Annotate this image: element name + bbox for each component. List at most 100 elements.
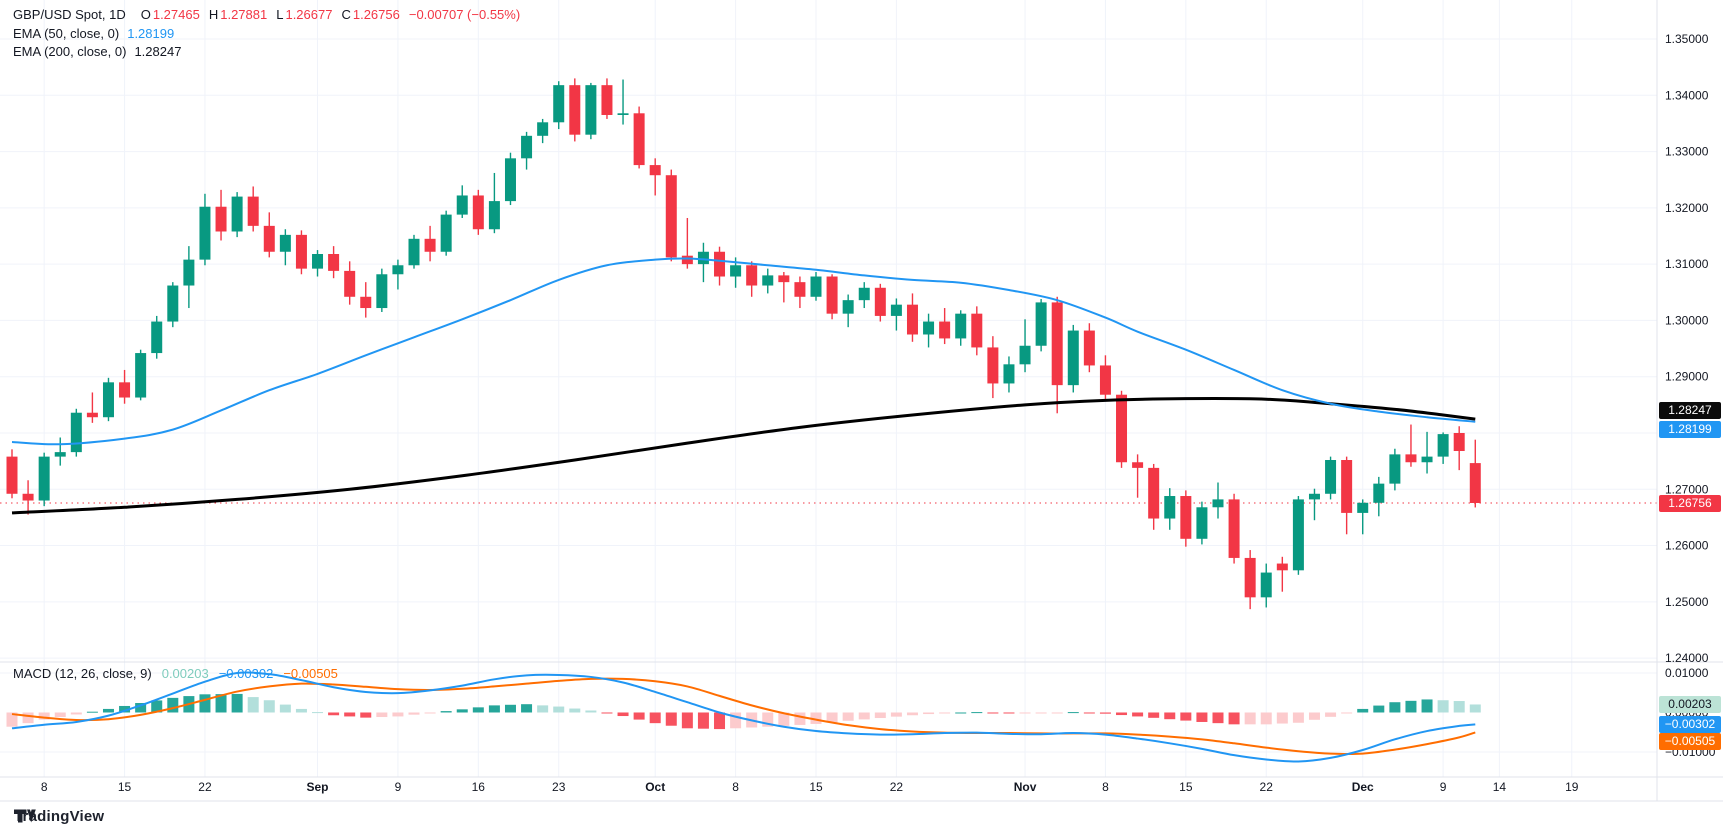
candle-body [569,85,581,135]
candle-body [1276,563,1288,571]
candle-body [456,195,468,215]
candle-body [810,276,822,297]
candle-body [183,259,195,286]
candle-body [842,300,854,314]
macd-hist-bar [842,712,854,721]
candle-body [440,214,452,252]
time-axis-label: 23 [552,780,566,794]
macd-hist-bar [714,712,726,730]
macd-hist-bar [601,712,613,714]
candle-body [1437,434,1449,457]
candle-body [1469,463,1481,504]
macd-hist-bar [263,700,275,713]
macd-hist-bar [810,712,822,724]
time-axis[interactable]: 8 15 22 Sep 9 16 23 Oct 8 15 22 Nov 8 15 22 Dec 9 14 19 [41,780,1579,794]
tradingview-branding-link[interactable]: TradingView [14,808,104,825]
candle-body [923,321,935,335]
macd-hist-bar [1099,712,1111,714]
ema200-legend-row[interactable]: EMA (200, close, 0) 1.28247 [13,44,181,59]
macd-hist-bar [199,694,211,713]
macd-hist-bar [1308,712,1320,720]
macd-hist-bar [1341,712,1353,714]
candle-body [424,238,436,252]
high-label: H [208,7,219,22]
macd-hist-bar [762,712,774,727]
candle-body [681,255,693,265]
ema50-legend-row[interactable]: EMA (50, close, 0) 1.28199 [13,26,174,41]
price-axis-label: 1.29000 [1665,370,1709,384]
macd-hist-bar [1083,712,1095,714]
candle-body [971,313,983,348]
candle-body [1341,460,1353,513]
candle-body [22,493,34,501]
macd-hist-bar [472,707,484,713]
candle-body [247,196,259,226]
candle-body [6,456,18,494]
price-badge-ema50: 1.28199 [1659,421,1721,439]
candle-body [617,113,629,115]
macd-hist-bar [649,712,661,724]
price-axis-label: 1.35000 [1665,32,1709,46]
candle-body [521,135,533,159]
macd-hist-bar [360,712,372,718]
candle-body [714,251,726,277]
macd-histogram [6,693,1481,730]
macd-hist-bar [424,712,436,714]
time-axis-label: 15 [809,780,823,794]
ema50-label: EMA (50, close, 0) [13,26,120,41]
macd-hist-bar [38,712,50,720]
macd-hist-bar [231,693,243,713]
macd-hist-bar [1405,700,1417,713]
candle-body [279,234,291,252]
macd-label: MACD (12, 26, close, 9) [13,666,152,681]
candle-body [1051,302,1063,386]
price-badge-ema200: 1.28247 [1659,401,1721,419]
macd-hist-bar [1469,704,1481,713]
macd-hist-bar [826,712,838,723]
candle-body [1373,483,1385,503]
macd-hist-bar [102,708,114,713]
macd-badge-histogram: 0.00203 [1659,695,1721,713]
macd-hist-bar [553,706,565,713]
candle-body [1244,557,1256,598]
macd-legend-row[interactable]: MACD (12, 26, close, 9) 0.00203 −0.00302 −0… [13,666,338,681]
macd-hist-bar [312,712,324,714]
macd-hist-bar [392,712,404,717]
macd-hist-bar [1260,712,1272,725]
candle-body [54,452,66,457]
tradingview-brand-name: TradingView [14,808,105,825]
candle-body [858,287,870,301]
candle-body [537,122,549,136]
candle-body [987,347,999,384]
candle-body [1228,499,1240,558]
macd-hist-bar [408,712,420,715]
candle-body [1357,502,1369,513]
macd-signal-line [11,677,1476,755]
open-value: 1.27465 [152,7,200,22]
time-axis-label: Oct [645,780,665,794]
macd-hist-bar [939,712,951,714]
time-axis-label: 8 [41,780,48,794]
macd-hist-bar [778,712,790,726]
macd-hist-bar [971,712,983,714]
candle-body [1421,456,1433,463]
grid-layer [0,0,1657,777]
candle-body [70,412,82,453]
tradingview-logo-icon [14,809,36,823]
macd-hist-bar [890,712,902,717]
macd-hist-bar [794,712,806,725]
close-label: C [341,7,351,22]
candle-body [826,276,838,314]
macd-hist-bar [1357,708,1369,713]
candle-body [472,195,484,230]
macd-badge-macd-line: −0.00302 [1659,715,1721,733]
candle-body [263,225,275,252]
price-axis[interactable]: 1.35000 1.34000 1.33000 1.32000 1.31000 1.300… [1665,32,1716,759]
symbol-legend-row[interactable]: GBP/USD Spot, 1D O 1.27465 H 1.27881 L 1.26677… [13,7,520,22]
macd-hist-bar [295,708,307,713]
candle-body [665,175,677,258]
macd-hist-bar [1148,712,1160,718]
high-value: 1.27881 [220,7,268,22]
candle-body [1260,572,1272,598]
